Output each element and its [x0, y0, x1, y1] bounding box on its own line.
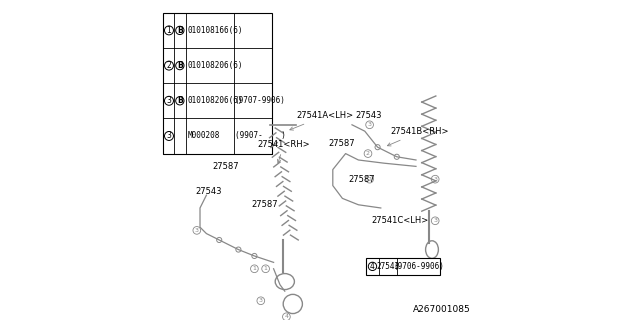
- Text: 2: 2: [166, 61, 172, 70]
- Text: 27541A<LH>: 27541A<LH>: [290, 111, 353, 130]
- Text: 3: 3: [195, 228, 199, 233]
- Text: 1: 1: [166, 26, 172, 35]
- Text: B: B: [177, 61, 183, 70]
- Text: 3: 3: [367, 122, 372, 127]
- Text: B: B: [177, 26, 183, 35]
- Text: 27587: 27587: [213, 162, 239, 171]
- Text: 010108166(6): 010108166(6): [188, 26, 243, 35]
- Text: 010108206(6): 010108206(6): [188, 61, 243, 70]
- Text: (9907-    ): (9907- ): [235, 132, 285, 140]
- Text: 010108206(6): 010108206(6): [188, 96, 243, 105]
- FancyBboxPatch shape: [163, 13, 272, 154]
- Text: 27541B<RH>: 27541B<RH>: [387, 127, 449, 146]
- Text: 27543: 27543: [376, 262, 399, 271]
- Text: 27541<RH>: 27541<RH>: [258, 140, 310, 163]
- Text: 1: 1: [264, 266, 268, 271]
- Text: (9707-9906): (9707-9906): [235, 96, 285, 105]
- Text: M000208: M000208: [188, 132, 220, 140]
- Text: A267001085: A267001085: [413, 305, 470, 314]
- Text: 3: 3: [259, 298, 263, 303]
- Text: 1: 1: [252, 266, 257, 271]
- Text: 3: 3: [433, 218, 437, 223]
- Text: 2: 2: [367, 177, 372, 182]
- FancyBboxPatch shape: [366, 258, 440, 275]
- Text: 4: 4: [284, 314, 289, 319]
- Text: 27587: 27587: [252, 200, 278, 209]
- Text: 4: 4: [370, 262, 375, 271]
- Text: 2: 2: [366, 151, 370, 156]
- Text: 27543: 27543: [355, 111, 381, 120]
- Text: 27587: 27587: [328, 140, 355, 148]
- Text: 3: 3: [166, 96, 172, 105]
- Text: 27543: 27543: [195, 188, 221, 196]
- Text: 3: 3: [433, 177, 437, 182]
- Text: 27541C<LH>: 27541C<LH>: [371, 216, 428, 225]
- Text: 27587: 27587: [349, 175, 376, 184]
- Text: B: B: [177, 96, 183, 105]
- Text: (9706-9906): (9706-9906): [393, 262, 444, 271]
- Text: 3: 3: [166, 132, 172, 140]
